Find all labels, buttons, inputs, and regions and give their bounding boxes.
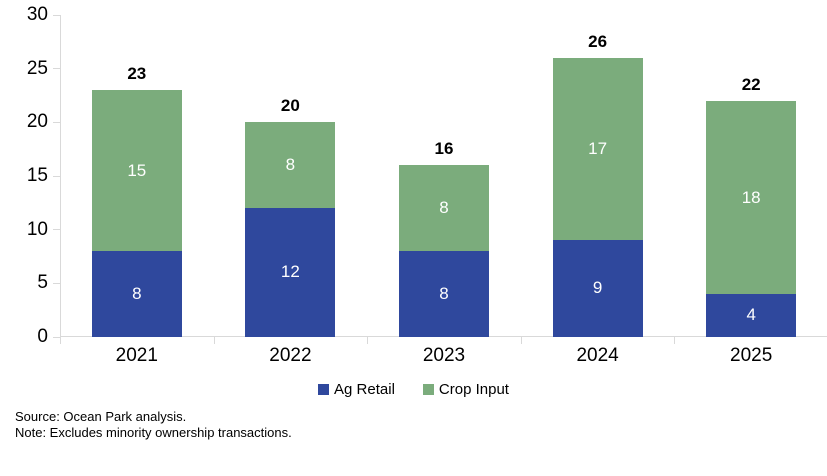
- legend: Ag Retail Crop Input: [0, 381, 827, 398]
- x-tick-mark: [674, 337, 676, 344]
- bar-value-label-2024-crop-input: 17: [588, 138, 608, 158]
- x-axis-label-2022: 2022: [269, 345, 312, 366]
- legend-item-crop-input: Crop Input: [422, 381, 509, 398]
- bar-value-label-2025-ag-retail: 4: [746, 305, 756, 325]
- bar-total-label-2021: 23: [127, 64, 147, 84]
- bar-value-label-2022-crop-input: 8: [285, 155, 296, 175]
- legend-item-ag-retail: Ag Retail: [318, 381, 395, 398]
- bar-segment-2025-crop-input: 18: [706, 100, 797, 295]
- legend-label-crop-input: Crop Input: [438, 381, 509, 398]
- bar-segment-2021-ag-retail: 8: [91, 251, 182, 337]
- bar-segment-2025-ag-retail: 4: [706, 294, 797, 337]
- y-tick-mark: [53, 336, 60, 338]
- y-tick-mark: [53, 121, 60, 123]
- y-tick-mark: [53, 229, 60, 231]
- x-axis-label-2024: 2024: [576, 345, 619, 366]
- y-axis-line: [60, 15, 61, 337]
- bar-segment-2023-crop-input: 8: [399, 165, 489, 252]
- y-tick-label: 25: [26, 57, 48, 79]
- legend-label-ag-retail: Ag Retail: [334, 381, 395, 398]
- bar-value-label-2023-ag-retail: 8: [439, 284, 449, 304]
- y-tick-mark: [53, 68, 60, 70]
- x-tick-mark: [520, 337, 522, 344]
- x-axis-label-2023: 2023: [422, 345, 466, 366]
- bar-value-label-2023-crop-input: 8: [439, 198, 449, 218]
- plot-area: 0 5 10 15 20 25 30 8 15 23 2021 12 8 20 2022 8 8 16 2023 9 1…: [27, 5, 827, 366]
- bar-value-label-2024-ag-retail: 9: [592, 278, 603, 298]
- bar-segment-2024-crop-input: 17: [552, 57, 643, 241]
- source-note: Source: Ocean Park analysis.: [15, 409, 187, 424]
- footer-notes: Source: Ocean Park analysis. Note: Exclu…: [15, 409, 292, 441]
- y-tick-mark: [53, 282, 60, 284]
- y-tick-label: 5: [37, 272, 48, 294]
- bar-segment-2022-crop-input: 8: [245, 122, 336, 209]
- y-tick-mark: [53, 14, 60, 16]
- bar-value-label-2021-ag-retail: 8: [132, 284, 142, 304]
- legend-swatch-ag-retail: [318, 384, 330, 395]
- y-tick-label: 30: [26, 4, 48, 25]
- y-tick-mark: [53, 175, 60, 177]
- y-tick-label: 0: [37, 326, 48, 347]
- bar-total-label-2022: 20: [280, 96, 300, 116]
- bar-total-label-2024: 26: [588, 31, 608, 51]
- bar-segment-2022-ag-retail: 12: [245, 208, 336, 337]
- x-tick-mark: [60, 337, 61, 344]
- bar-value-label-2021-crop-input: 15: [127, 161, 147, 181]
- y-tick-label: 15: [26, 165, 48, 186]
- exclusion-note: Note: Excludes minority ownership transa…: [15, 425, 292, 440]
- x-axis-label-2021: 2021: [115, 345, 158, 366]
- y-tick-label: 20: [26, 111, 48, 133]
- bar-value-label-2025-crop-input: 18: [741, 187, 761, 207]
- bar-total-label-2025: 22: [741, 74, 761, 94]
- bar-segment-2021-crop-input: 15: [91, 90, 182, 252]
- x-tick-mark: [367, 337, 369, 344]
- bar-segment-2024-ag-retail: 9: [552, 240, 643, 337]
- bar-total-label-2023: 16: [434, 139, 454, 159]
- x-tick-mark: [213, 337, 215, 344]
- x-axis-label-2025: 2025: [730, 345, 773, 366]
- bar-value-label-2022-ag-retail: 12: [280, 262, 300, 282]
- legend-swatch-crop-input: [422, 384, 434, 395]
- bar-segment-2023-ag-retail: 8: [399, 251, 489, 337]
- y-tick-label: 10: [26, 218, 48, 240]
